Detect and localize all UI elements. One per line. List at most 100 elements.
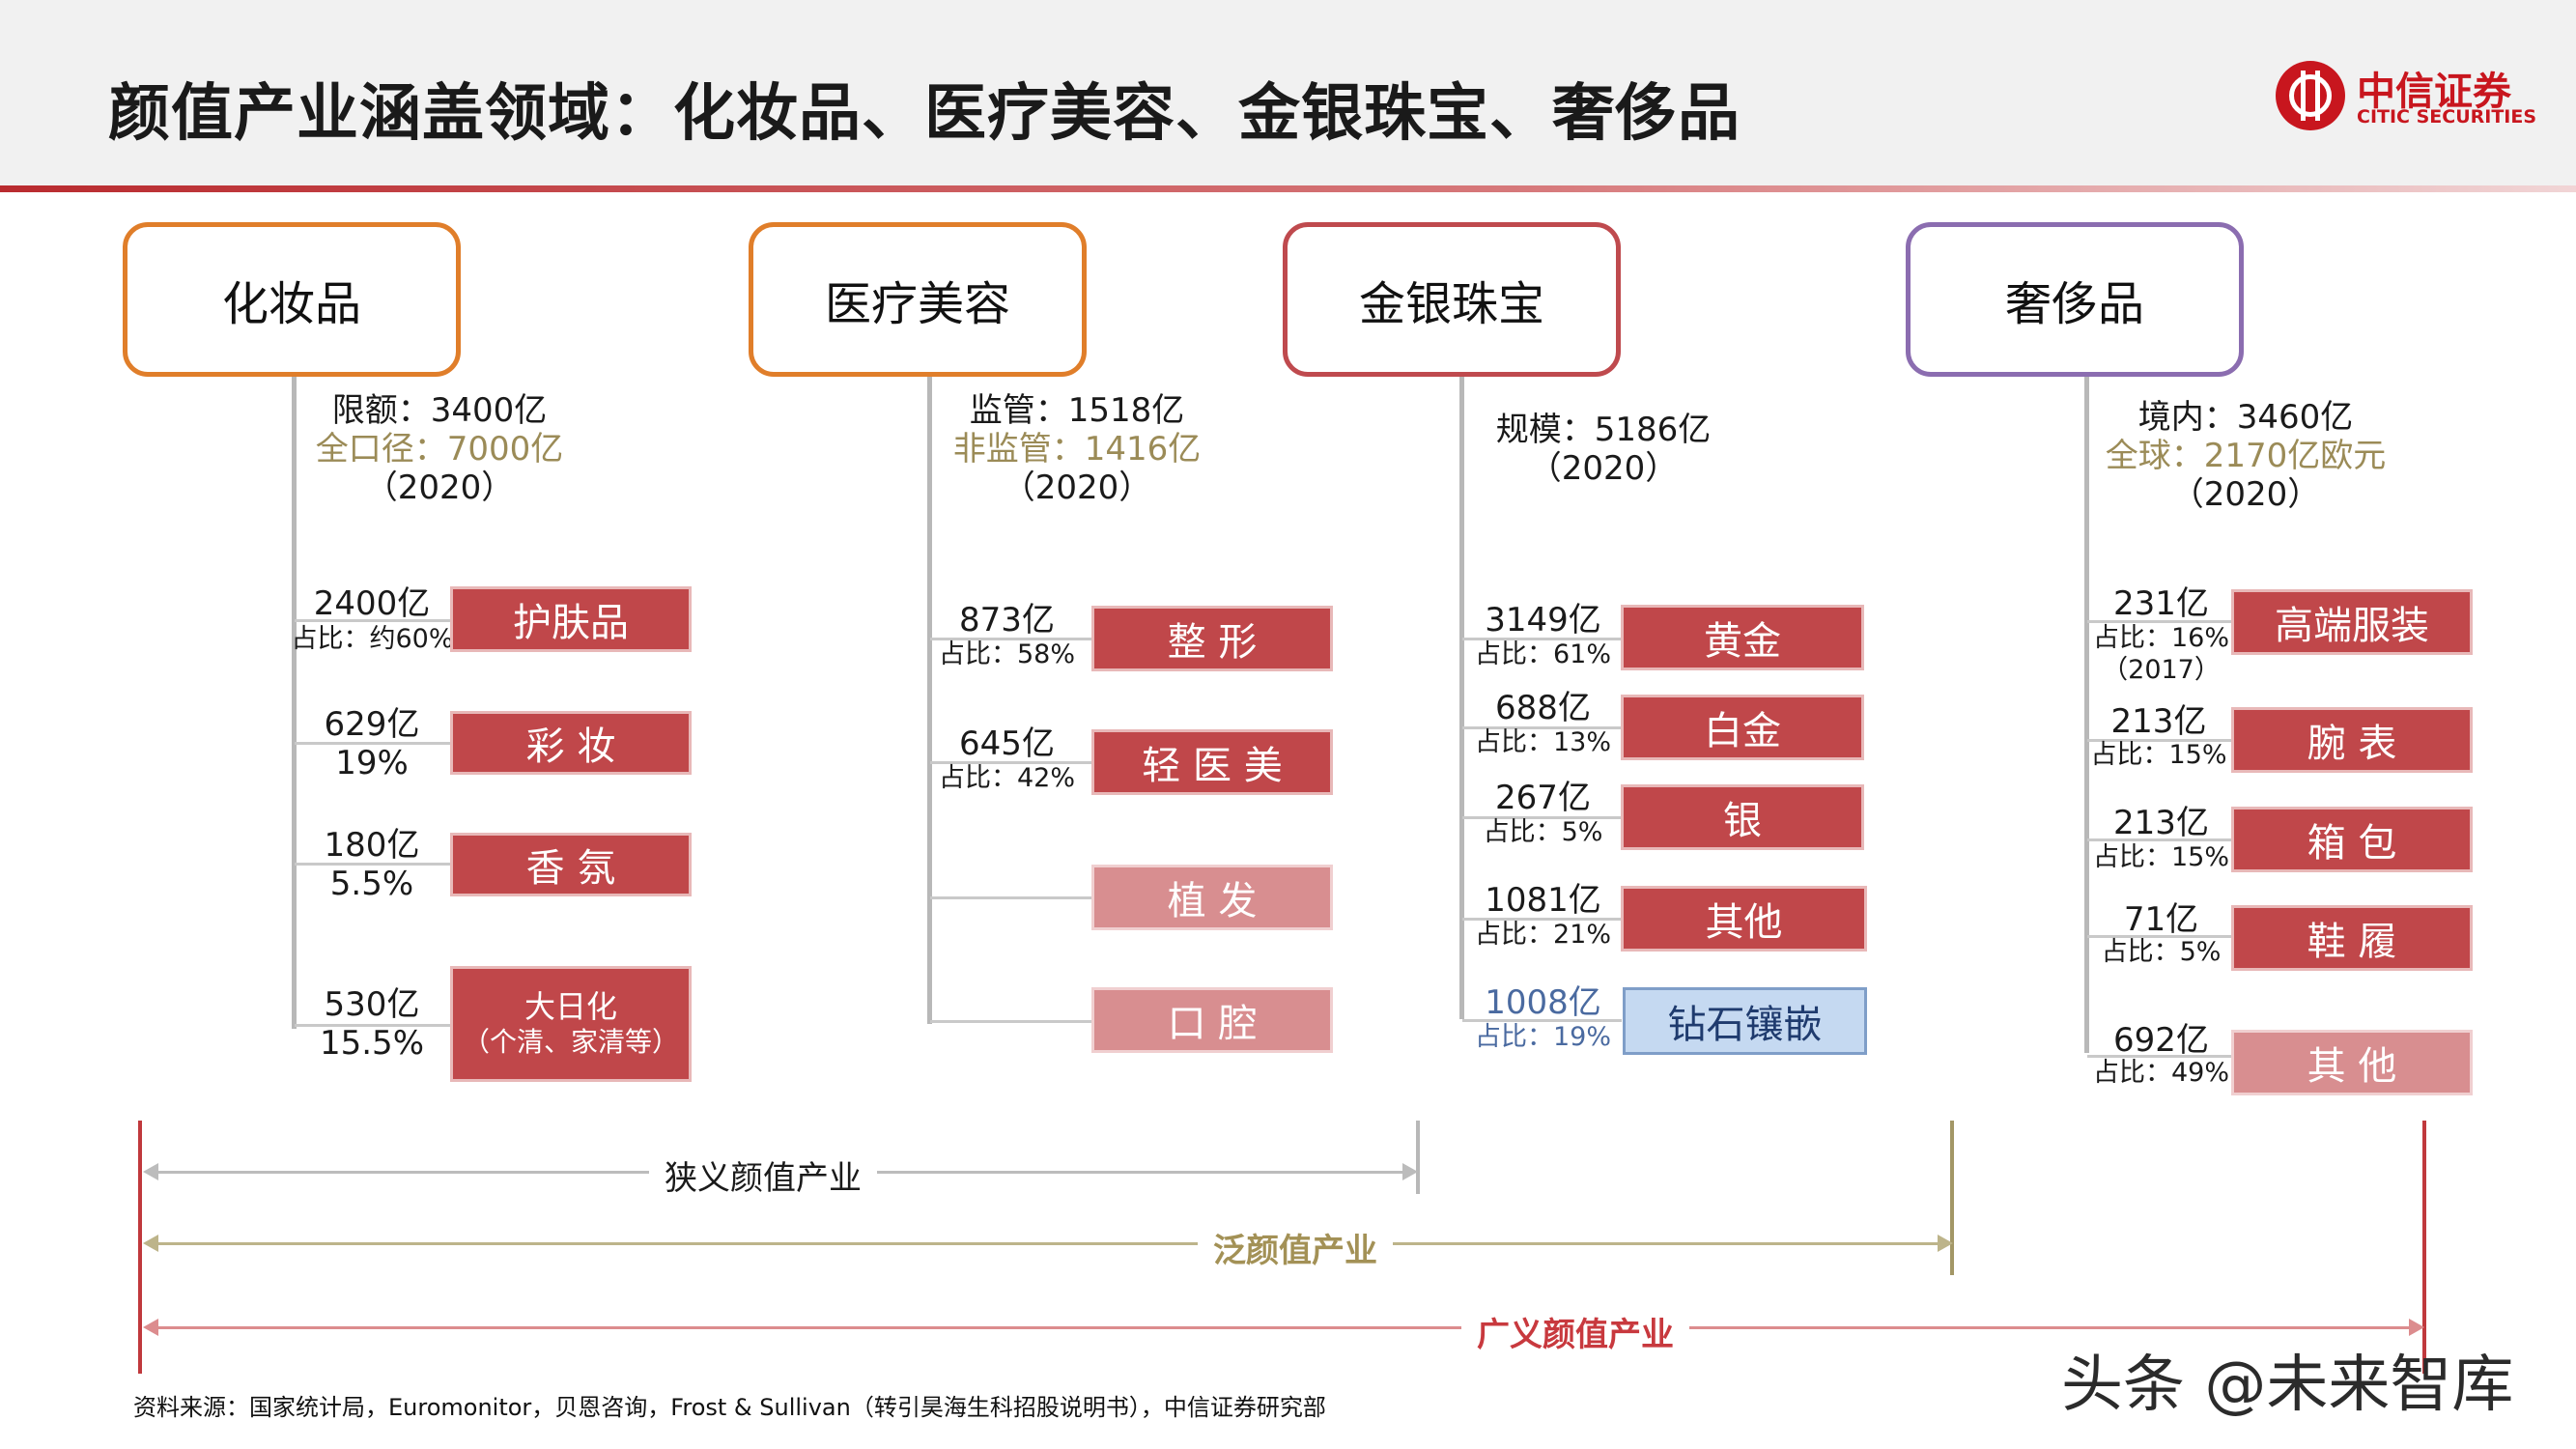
product-dental: 口 腔	[1091, 987, 1333, 1053]
category-medical-beauty: 医疗美容	[749, 222, 1087, 377]
cosmetics-stat-full: 全口径：7000亿	[315, 430, 564, 469]
scope-narrow-label: 狭义颜值产业	[649, 1151, 877, 1199]
branch-line	[2087, 1055, 2234, 1058]
branch-line	[1462, 638, 1622, 640]
branch-line	[2087, 620, 2234, 623]
cosmetics-item-value: 180亿	[324, 826, 420, 865]
branch-line	[1462, 1019, 1622, 1022]
cosmetics-item-share: 占比：约60%	[291, 624, 454, 654]
cosmetics-item-value: 530亿	[324, 985, 420, 1024]
branch-line	[930, 1020, 1094, 1023]
luxury-item-year: （2017）	[2102, 655, 2221, 685]
jewelry-item-value: 1008亿	[1485, 983, 1601, 1022]
tree-trunk-luxury	[2084, 377, 2089, 1053]
product-gold: 黄金	[1621, 605, 1864, 670]
scope-broad-line	[147, 1326, 2417, 1329]
product-footwear: 鞋 履	[2231, 905, 2473, 971]
branch-line	[2087, 935, 2234, 938]
jewelry-item-value: 688亿	[1495, 689, 1591, 727]
branch-line	[930, 638, 1094, 640]
branch-line	[930, 761, 1094, 764]
source-note: 资料来源：国家统计局，Euromonitor，贝恩咨询，Frost & Sull…	[133, 1394, 1326, 1421]
jewelry-item-value: 267亿	[1495, 779, 1591, 817]
luxury-item-value: 692亿	[2113, 1021, 2209, 1060]
arrow-left-icon	[143, 1235, 158, 1252]
scope-pan-label: 泛颜值产业	[1198, 1224, 1393, 1271]
product-fragrance: 香 氛	[450, 833, 692, 896]
scope-pan-end-marker	[1950, 1121, 1954, 1275]
luxury-item-share: 占比：15%	[2092, 842, 2229, 872]
luxury-item-share: 占比：49%	[2092, 1058, 2229, 1088]
scope-left-marker	[138, 1121, 142, 1374]
product-daily-chemicals: 大日化 （个清、家清等）	[450, 966, 692, 1082]
product-daily-chemicals-sub: （个清、家清等）	[462, 1026, 679, 1058]
branch-line	[295, 1024, 453, 1027]
product-other-metals: 其他	[1621, 886, 1867, 952]
medical-stat-regulated: 监管：1518亿	[969, 391, 1185, 430]
medical-item-value: 873亿	[959, 601, 1055, 639]
product-hair-transplant: 植 发	[1091, 865, 1333, 930]
luxury-item-value: 231亿	[2113, 584, 2209, 623]
product-watches: 腕 表	[2231, 707, 2473, 773]
product-bags: 箱 包	[2231, 807, 2473, 872]
category-jewelry: 金银珠宝	[1283, 222, 1621, 377]
branch-line	[295, 863, 453, 866]
luxury-stat-global: 全球：2170亿欧元	[2105, 437, 2387, 475]
scope-narrow-end-marker	[1416, 1121, 1420, 1194]
scope-broad-end-marker	[2422, 1121, 2426, 1374]
logo-name-cn: 中信证券	[2357, 69, 2511, 114]
arrow-right-icon	[1938, 1235, 1953, 1252]
branch-line	[2087, 838, 2234, 841]
product-platinum: 白金	[1621, 695, 1864, 760]
jewelry-item-value: 3149亿	[1485, 601, 1601, 639]
medical-stat-year: （2020）	[1002, 469, 1152, 507]
branch-line	[1462, 918, 1622, 921]
product-luxury-other: 其 他	[2231, 1030, 2473, 1095]
tree-trunk-medical	[927, 377, 932, 1024]
category-cosmetics: 化妆品	[123, 222, 461, 377]
product-daily-chemicals-label: 大日化	[524, 988, 617, 1025]
cosmetics-item-share: 15.5%	[319, 1024, 424, 1063]
jewelry-item-share: 占比：13%	[1474, 727, 1611, 757]
product-plastic-surgery: 整 形	[1091, 606, 1333, 671]
tree-trunk-jewelry	[1459, 377, 1464, 1019]
medical-stat-unregulated: 非监管：1416亿	[952, 430, 1202, 469]
luxury-item-value: 213亿	[2113, 804, 2209, 842]
arrow-left-icon	[143, 1163, 158, 1180]
luxury-item-value: 213亿	[2110, 702, 2207, 741]
arrow-left-icon	[143, 1319, 158, 1336]
jewelry-item-share: 占比：21%	[1474, 920, 1611, 950]
category-luxury: 奢侈品	[1906, 222, 2244, 377]
cosmetics-stat-year: （2020）	[364, 469, 515, 507]
branch-line	[1462, 816, 1622, 819]
page-title: 颜值产业涵盖领域：化妆品、医疗美容、金银珠宝、奢侈品	[108, 78, 1741, 150]
medical-item-share: 占比：42%	[938, 763, 1075, 793]
citic-logo-icon	[2276, 61, 2345, 130]
branch-line	[295, 619, 453, 622]
cosmetics-item-share: 5.5%	[329, 865, 414, 903]
logo-name-en: CITIC SECURITIES	[2357, 106, 2537, 128]
arrow-right-icon	[1402, 1163, 1418, 1180]
jewelry-item-share: 占比：19%	[1474, 1022, 1611, 1052]
jewelry-item-value: 1081亿	[1485, 881, 1601, 920]
luxury-stat-year: （2020）	[2170, 475, 2321, 514]
product-diamond-inlay: 钻石镶嵌	[1623, 987, 1867, 1055]
branch-line	[2087, 739, 2234, 742]
luxury-item-value: 71亿	[2123, 900, 2199, 939]
cosmetics-item-value: 2400亿	[313, 584, 431, 623]
luxury-item-share: 占比：5%	[2101, 937, 2222, 967]
jewelry-stat-year: （2020）	[1528, 449, 1679, 488]
jewelry-item-share: 占比：5%	[1483, 817, 1603, 847]
branch-line	[1462, 726, 1622, 729]
product-skincare: 护肤品	[450, 586, 692, 652]
scope-pan-line	[147, 1242, 1945, 1245]
branch-line	[295, 742, 453, 745]
jewelry-stat-scale: 规模：5186亿	[1495, 411, 1712, 449]
product-light-aesthetics: 轻 医 美	[1091, 729, 1333, 795]
product-high-end-apparel: 高端服装	[2231, 589, 2473, 655]
cosmetics-item-value: 629亿	[324, 705, 420, 744]
medical-item-value: 645亿	[959, 724, 1055, 763]
scope-broad-label: 广义颜值产业	[1461, 1308, 1689, 1355]
product-silver: 银	[1621, 784, 1864, 850]
jewelry-item-share: 占比：61%	[1474, 639, 1611, 669]
